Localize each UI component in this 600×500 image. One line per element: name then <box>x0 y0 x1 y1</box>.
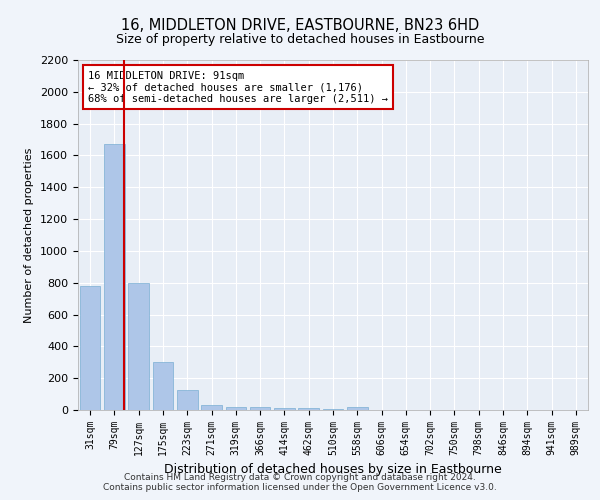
Text: 16, MIDDLETON DRIVE, EASTBOURNE, BN23 6HD: 16, MIDDLETON DRIVE, EASTBOURNE, BN23 6H… <box>121 18 479 32</box>
Text: 16 MIDDLETON DRIVE: 91sqm
← 32% of detached houses are smaller (1,176)
68% of se: 16 MIDDLETON DRIVE: 91sqm ← 32% of detac… <box>88 70 388 104</box>
Bar <box>177 390 197 410</box>
X-axis label: Distribution of detached houses by size in Eastbourne: Distribution of detached houses by size … <box>164 464 502 476</box>
Bar <box>128 282 149 410</box>
Bar <box>347 407 368 410</box>
Bar <box>201 405 222 410</box>
Bar <box>152 362 173 410</box>
Text: Contains HM Land Registry data © Crown copyright and database right 2024.
Contai: Contains HM Land Registry data © Crown c… <box>103 473 497 492</box>
Bar <box>298 408 319 410</box>
Text: Size of property relative to detached houses in Eastbourne: Size of property relative to detached ho… <box>116 32 484 46</box>
Y-axis label: Number of detached properties: Number of detached properties <box>25 148 34 322</box>
Bar <box>80 286 100 410</box>
Bar <box>323 409 343 410</box>
Bar <box>226 407 246 410</box>
Bar <box>250 407 271 410</box>
Bar <box>104 144 125 410</box>
Bar <box>274 408 295 410</box>
